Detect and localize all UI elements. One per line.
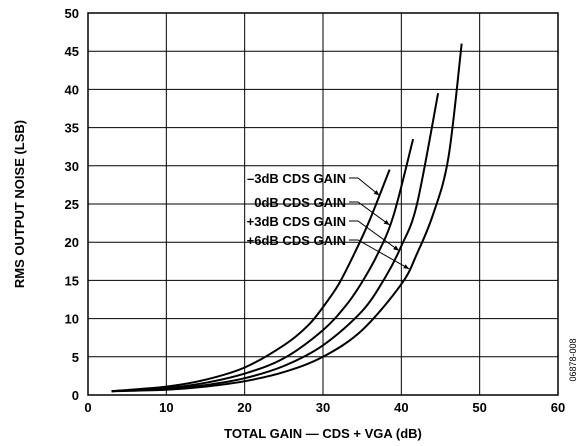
y-tick-label-9: 45 [65,44,79,59]
series-label-1: 0dB CDS GAIN [254,195,346,210]
y-tick-labels: 0 5 10 15 20 25 30 35 40 45 50 [65,6,79,403]
y-tick-label-7: 35 [65,121,79,136]
y-tick-label-3: 15 [65,273,79,288]
y-tick-label-1: 5 [72,350,79,365]
leader-line-1 [349,201,390,226]
series-label-2: +3dB CDS GAIN [247,214,346,229]
x-tick-label-4: 40 [394,400,408,415]
leader-line-2 [349,220,400,252]
leader-line-3 [349,239,410,270]
series-line-0 [111,169,391,393]
leader-arrowhead-0 [373,190,380,196]
plot-frame [87,12,559,396]
x-tick-label-6: 60 [551,400,565,415]
series-lines [111,43,463,393]
x-tick-label-3: 30 [316,400,330,415]
series-label-3: +6dB CDS GAIN [247,233,346,248]
leader-arrowhead-1 [383,219,390,225]
series-label-0: –3dB CDS GAIN [247,171,346,186]
x-tick-label-5: 50 [472,400,486,415]
series-callouts: –3dB CDS GAIN 0dB CDS GAIN +3dB CDS GAIN +6… [247,171,410,270]
x-tick-label-0: 0 [84,400,91,415]
y-tick-label-2: 10 [65,312,79,327]
leader-arrowhead-3 [403,264,410,269]
y-tick-label-10: 50 [65,6,79,21]
leader-line-0 [349,177,380,196]
y-tick-label-6: 30 [65,159,79,174]
series-line-2 [111,93,440,393]
leader-arrowhead-2 [393,245,399,251]
x-axis-label: TOTAL GAIN — CDS + VGA (dB) [224,426,422,441]
y-tick-label-8: 40 [65,82,79,97]
x-tick-label-1: 10 [159,400,173,415]
y-tick-label-4: 20 [65,235,79,250]
series-line-3 [111,43,463,393]
series-line-1 [111,138,415,393]
x-tick-label-2: 20 [237,400,251,415]
y-tick-label-0: 0 [72,388,79,403]
y-axis-label: RMS OUTPUT NOISE (LSB) [12,120,27,288]
figure-id: 06878-008 [568,338,578,381]
x-tick-labels: 0 10 20 30 40 50 60 [84,400,565,415]
y-tick-label-5: 25 [65,197,79,212]
